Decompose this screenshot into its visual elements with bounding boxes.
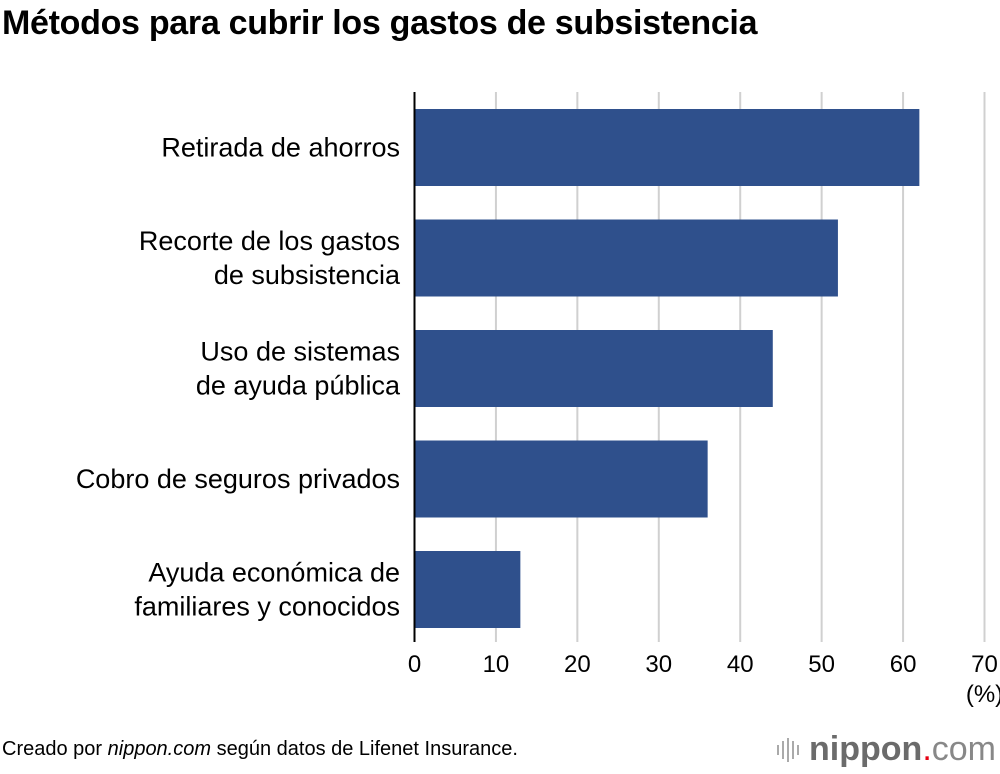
source-prefix: Creado por: [2, 738, 108, 760]
logo-name: nippon: [809, 730, 923, 768]
category-label: Ayuda económica de: [148, 558, 400, 588]
sound-bars-icon: [777, 737, 800, 762]
category-label: familiares y conocidos: [134, 592, 400, 622]
source-site: nippon.com: [107, 738, 212, 760]
bar: [414, 109, 920, 186]
bar: [414, 440, 708, 518]
x-tick-label: 70: [971, 651, 998, 678]
x-tick-label: 30: [645, 651, 672, 678]
category-label: Uso de sistemas: [200, 337, 400, 367]
logo-tld: com: [931, 730, 996, 768]
chart-title: Métodos para cubrir los gastos de subsis…: [2, 4, 758, 42]
category-label: de subsistencia: [214, 260, 401, 290]
bar: [414, 219, 838, 297]
bar: [414, 551, 521, 628]
x-tick-label: 0: [408, 651, 421, 678]
x-unit-label: (%): [966, 681, 1000, 708]
category-label: Retirada de ahorros: [161, 133, 400, 163]
x-tick-label: 50: [808, 651, 835, 678]
source-suffix: según datos de Lifenet Insurance.: [211, 738, 518, 760]
category-label: de ayuda pública: [196, 371, 401, 401]
x-tick-label: 10: [483, 651, 510, 678]
x-tick-label: 20: [564, 651, 591, 678]
logo-dot: .: [922, 730, 932, 768]
x-tick-label: 40: [727, 651, 754, 678]
source-note: Creado por nippon.com según datos de Lif…: [2, 738, 518, 761]
nippon-logo: nippon. com: [777, 730, 996, 769]
category-label: Recorte de los gastos: [139, 226, 400, 256]
category-label: Cobro de seguros privados: [76, 464, 400, 494]
x-tick-label: 60: [890, 651, 917, 678]
bar: [414, 330, 773, 407]
